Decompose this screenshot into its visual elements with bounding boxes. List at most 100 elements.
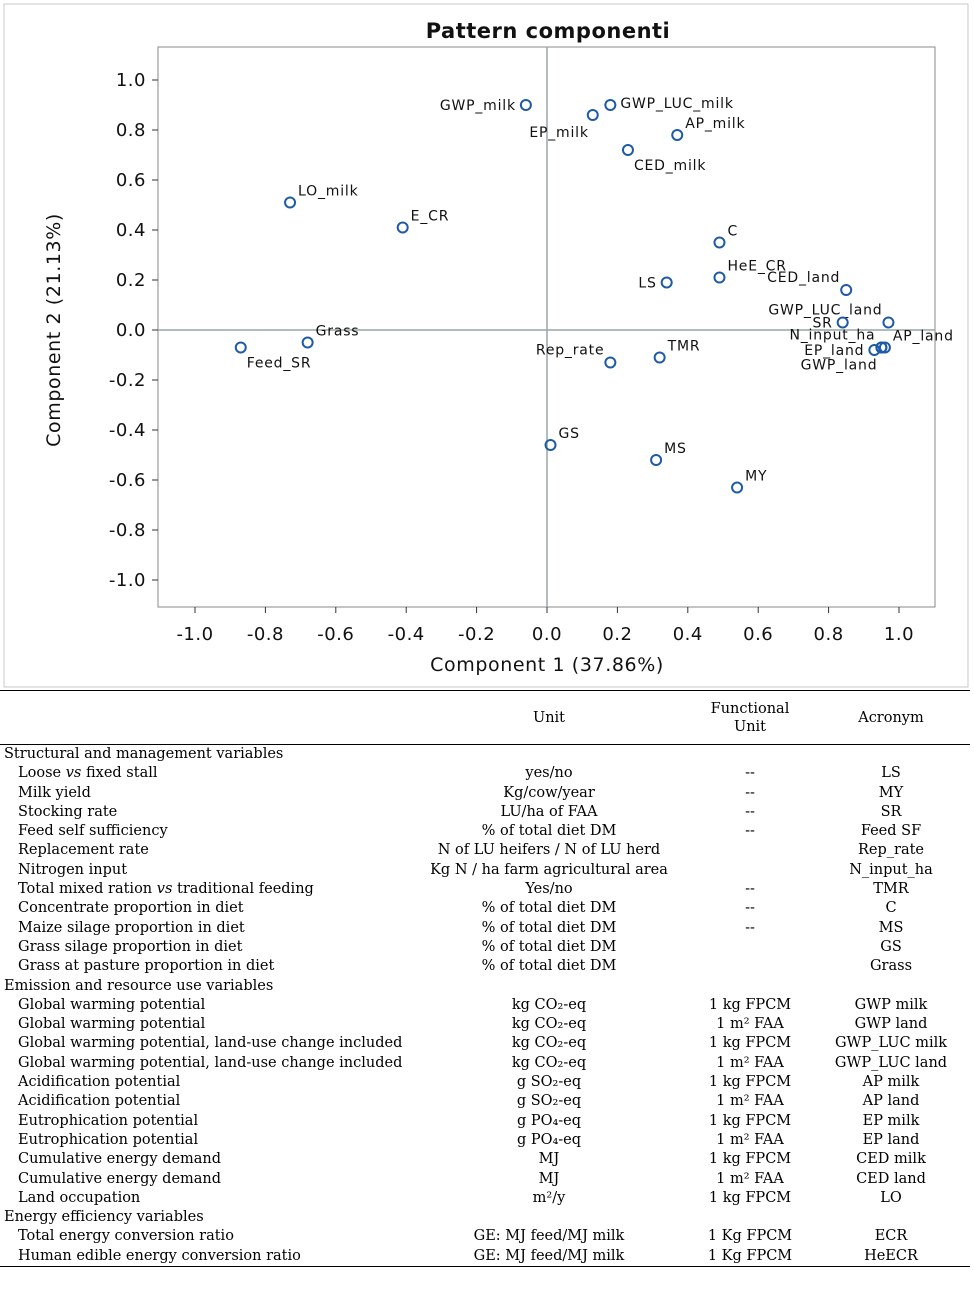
variable-cell: Global warming potential, land-use chang… <box>18 1035 403 1052</box>
point-label-grass: Grass <box>316 324 360 340</box>
functional-unit-cell: -- <box>745 881 755 898</box>
y-tick-label: 0.4 <box>116 220 146 241</box>
point-label-tmr: TMR <box>667 339 701 355</box>
header-unit: Unit <box>532 709 566 726</box>
point-label-ls: LS <box>638 276 656 292</box>
variable-cell: Cumulative energy demand <box>18 1151 222 1168</box>
variable-cell: Concentrate proportion in diet <box>18 900 244 917</box>
pca-loading-chart: Pattern componenti -1.0 -0.8 -0.6 -0.4 -0.2 0… <box>3 3 969 688</box>
point-ls <box>660 276 673 289</box>
x-tick-label: 0.4 <box>673 624 703 645</box>
acronym-cell: C <box>885 900 897 917</box>
point-label-my: MY <box>745 469 767 485</box>
point-lo-milk <box>284 196 297 209</box>
point-ms <box>650 454 663 466</box>
chart-title: Pattern componenti <box>426 19 671 43</box>
table-row: Total mixed ration vs traditional feedin… <box>0 880 970 899</box>
header-variable <box>0 691 410 745</box>
header-functional-unit: Functional Unit <box>688 691 812 745</box>
acronym-cell: GWP milk <box>854 996 928 1013</box>
functional-unit-cell <box>688 938 812 957</box>
variable-cell: Eutrophication potential <box>18 1112 199 1129</box>
point-ep-land <box>868 344 881 356</box>
functional-unit-cell: 1 m² FAA <box>716 1131 784 1148</box>
unit-cell: N of LU heifers / N of LU herd <box>437 842 661 859</box>
point-label-feed-sr: Feed_SR <box>247 356 312 372</box>
table-row: Cumulative energy demand MJ 1 m² FAA CED la… <box>0 1170 970 1189</box>
functional-unit-cell: 1 kg FPCM <box>708 996 792 1013</box>
functional-unit-cell: 1 kg FPCM <box>708 1035 792 1052</box>
x-tick-label: -0.8 <box>247 624 284 645</box>
point-label-ms: MS <box>664 441 687 457</box>
acronym-cell: GS <box>880 938 902 955</box>
table-row: Grass at pasture proportion in diet % of … <box>0 957 970 976</box>
point-label-gwp-luc-land: GWP_LUC_land <box>768 303 882 319</box>
acronym-cell: Feed SF <box>860 823 922 840</box>
variable-cell: Milk yield <box>18 784 91 801</box>
point-label-gs: GS <box>559 426 580 442</box>
x-tick-label: 0.2 <box>602 624 632 645</box>
point-label-gwp-milk: GWP_milk <box>440 98 516 114</box>
table-row: Global warming potential kg CO₂-eq 1 m² FA… <box>0 1015 970 1034</box>
x-tick-label: 1.0 <box>884 624 914 645</box>
acronym-cell: LS <box>881 765 901 782</box>
point-sr <box>836 316 849 329</box>
point-label-lo-milk: LO_milk <box>298 184 359 200</box>
acronym-cell: GWP_LUC milk <box>834 1035 948 1052</box>
point-label-e-cr: E_CR <box>411 209 450 225</box>
unit-cell: g SO₂-eq <box>516 1093 582 1110</box>
variable-cell: Total energy conversion ratio <box>18 1228 234 1245</box>
unit-cell: LU/ha of FAA <box>500 803 598 820</box>
point-grass <box>301 336 314 349</box>
functional-unit-cell: 1 kg FPCM <box>708 1151 792 1168</box>
functional-unit-cell: -- <box>745 765 755 782</box>
functional-unit-cell: 1 Kg FPCM <box>707 1247 793 1264</box>
x-tick-label: -0.2 <box>458 624 495 645</box>
variable-cell: Land occupation <box>18 1189 141 1206</box>
point-label-gwp-land: GWP_land <box>801 358 878 374</box>
table-row: Land occupation m²/y 1 kg FPCM LO <box>0 1189 970 1208</box>
point-rep-rate <box>604 356 617 369</box>
point-label-rep-rate: Rep_rate <box>536 343 604 359</box>
table-row: Nitrogen input Kg N / ha farm agricultura… <box>0 861 970 880</box>
y-tick-label: -0.6 <box>109 470 146 491</box>
acronym-cell: Rep_rate <box>857 842 924 859</box>
y-tick-label: -0.2 <box>109 370 146 391</box>
table-row: Global warming potential kg CO₂-eq 1 kg FP… <box>0 996 970 1015</box>
point-label-ced-milk: CED_milk <box>634 158 706 174</box>
header-acronym: Acronym <box>858 709 924 726</box>
variable-cell: Maize silage proportion in diet <box>18 919 245 936</box>
section-title: Energy efficiency variables <box>4 1209 204 1226</box>
functional-unit-cell: -- <box>745 803 755 820</box>
unit-cell: g PO₄-eq <box>516 1112 582 1129</box>
acronym-cell: TMR <box>873 881 909 898</box>
unit-cell: MJ <box>538 1151 560 1168</box>
acronym-cell: GWP_LUC land <box>834 1054 948 1071</box>
point-label-c: C <box>727 224 738 240</box>
point-label-ep-land: EP_land <box>804 343 864 359</box>
point-gwp-luc-land <box>882 316 895 329</box>
functional-unit-cell: 1 kg FPCM <box>708 1189 792 1206</box>
variable-cell: Global warming potential <box>18 1016 206 1033</box>
y-tick-label: 0.8 <box>116 120 146 141</box>
acronym-cell: N_input_ha <box>849 861 933 878</box>
unit-cell: % of total diet DM <box>481 938 617 955</box>
point-gwp-milk <box>519 99 532 111</box>
table-row: Grass silage proportion in diet % of tota… <box>0 938 970 957</box>
table-row: Cumulative energy demand MJ 1 kg FPCM CED m… <box>0 1150 970 1169</box>
table-row: Replacement rate N of LU heifers / N of L… <box>0 841 970 860</box>
point-label-gwp-luc-milk: GWP_LUC_milk <box>620 96 733 112</box>
unit-cell: GE: MJ feed/MJ milk <box>473 1228 625 1245</box>
point-ep-milk <box>586 109 599 121</box>
point-feed-sr <box>234 341 247 354</box>
table-row: Eutrophication potential g PO₄-eq 1 kg FPC… <box>0 1112 970 1131</box>
table-row: Global warming potential, land-use chang… <box>0 1034 970 1053</box>
table-row: Acidification potential g SO₂-eq 1 m² FAA A… <box>0 1092 970 1111</box>
x-axis-title: Component 1 (37.86%) <box>430 654 664 676</box>
functional-unit-cell: 1 kg FPCM <box>708 1112 792 1129</box>
header-functional-unit-line2: Unit <box>733 718 767 735</box>
point-label-n-input-ha: N_input_ha <box>789 328 875 344</box>
acronym-cell: CED land <box>856 1170 926 1187</box>
variable-cell: Acidification potential <box>18 1093 181 1110</box>
variable-cell: Total mixed ration vs traditional feedin… <box>18 881 314 898</box>
